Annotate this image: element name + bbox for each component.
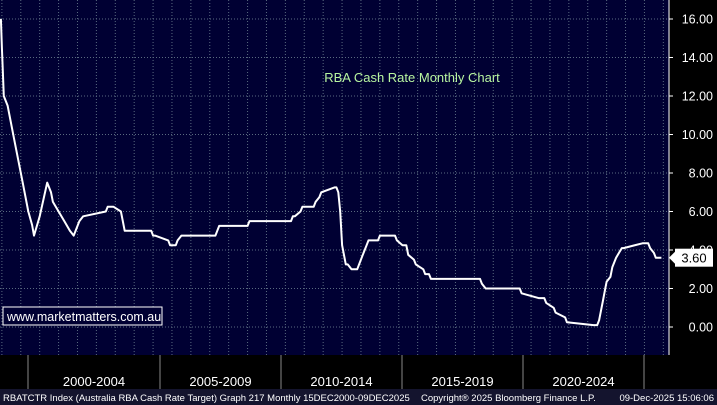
vertical-gridlines [1,0,664,355]
last-value-label: 3.60 [681,251,706,266]
website-box [2,306,163,326]
y-tick-label: 2.00 [689,282,713,296]
website-label[interactable]: www.marketmatters.com.au [6,310,161,324]
y-tick-label: 14.00 [682,51,713,65]
x-period-label: 2020-2024 [552,374,614,389]
last-value-badge [675,248,713,267]
footer-bar [0,389,717,405]
y-tick-label: 0.00 [689,321,713,335]
footer-copyright: Copyright® 2025 Bloomberg Finance L.P. [421,393,596,404]
x-period-label: 2015-2019 [431,374,493,389]
y-tick-label: 10.00 [682,128,713,142]
x-period-label: 2000-2004 [63,374,125,389]
series-line-cash-rate [0,18,662,327]
horizontal-gridlines [0,18,669,328]
y-tick-label: 8.00 [689,167,713,181]
x-period-label: 2010-2014 [310,374,372,389]
y-tick-label: 6.00 [689,205,713,219]
footer-source: RBATCTR Index (Australia RBA Cash Rate T… [3,393,410,404]
x-period-label: 2005-2009 [189,374,251,389]
website-overlay[interactable]: www.marketmatters.com.au [2,306,163,326]
footer-timestamp: 09-Dec-2025 15:06:06 [619,393,714,404]
x-axis-band [0,355,669,389]
y-tick-label: 16.00 [682,13,713,27]
y-tick-label: 12.00 [682,90,713,104]
chart-title: RBA Cash Rate Monthly Chart [324,70,500,85]
last-value-marker: 3.60 [669,248,713,267]
plot-area [0,0,669,355]
x-axis: 2000-2004 2005-2009 2010-2014 2015-2019 2020… [27,355,645,389]
last-value-pointer [669,251,675,264]
